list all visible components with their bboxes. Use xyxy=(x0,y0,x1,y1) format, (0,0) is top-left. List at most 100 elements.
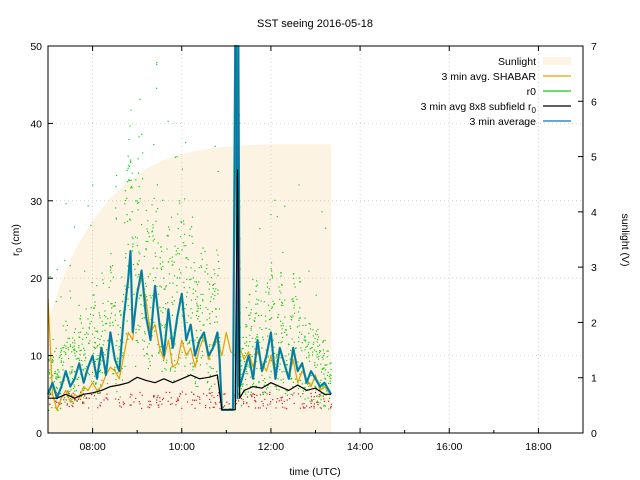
red-dot xyxy=(169,403,171,405)
r0-dot xyxy=(298,325,300,327)
r0-dot xyxy=(156,62,158,64)
r0-dot xyxy=(185,266,187,268)
r0-dot xyxy=(284,316,286,318)
r0-dot xyxy=(275,357,277,359)
r0-dot xyxy=(211,344,213,346)
r0-dot xyxy=(245,307,247,309)
r0-dot xyxy=(309,328,312,330)
r0-dot xyxy=(299,379,301,381)
r0-dot xyxy=(94,304,96,307)
r0-dot xyxy=(139,98,141,100)
r0-dot xyxy=(280,272,282,274)
x-tick-label: 16:00 xyxy=(436,441,462,453)
r0-dot xyxy=(271,275,273,277)
red-dot xyxy=(269,393,271,395)
r0-dot xyxy=(281,301,283,303)
r0-dot xyxy=(93,347,96,349)
r0-dot xyxy=(209,323,211,325)
r0-dot xyxy=(71,378,74,380)
red-dot xyxy=(76,400,78,402)
r0-dot xyxy=(84,367,86,370)
r0-dot xyxy=(196,304,198,306)
r0-dot xyxy=(138,251,140,253)
r0-dot xyxy=(214,290,216,292)
r0-dot xyxy=(309,348,311,350)
r0-dot xyxy=(199,304,202,307)
r0-dot xyxy=(141,317,143,319)
red-dot xyxy=(306,405,308,407)
r0-dot xyxy=(101,372,103,374)
r0-dot xyxy=(270,371,272,373)
r0-dot xyxy=(122,341,124,344)
r0-dot xyxy=(95,398,97,400)
r0-dot xyxy=(77,357,79,360)
r0-dot xyxy=(132,238,134,240)
r0-dot xyxy=(329,363,331,365)
r0-dot xyxy=(69,344,71,346)
r0-dot xyxy=(51,407,53,409)
r0-dot xyxy=(219,341,221,343)
r0-dot xyxy=(275,355,277,357)
r0-dot xyxy=(323,392,325,394)
red-dot xyxy=(256,394,258,396)
r0-dot xyxy=(216,321,218,323)
r0-dot xyxy=(268,310,271,312)
r0-dot xyxy=(87,372,89,374)
r0-dot xyxy=(113,373,115,375)
r0-dot xyxy=(78,345,80,347)
r0-dot xyxy=(292,381,294,383)
r0-dot xyxy=(153,238,155,240)
r0-dot xyxy=(101,379,103,381)
r0-dot xyxy=(58,356,60,359)
r0-dot xyxy=(305,346,307,348)
r0-dot xyxy=(214,283,216,285)
red-dot xyxy=(88,397,90,399)
r0-dot xyxy=(142,348,144,350)
red-dot xyxy=(303,403,305,405)
r0-dot xyxy=(212,284,214,286)
red-dot xyxy=(318,396,320,398)
r0-dot xyxy=(307,397,309,399)
r0-dot xyxy=(60,407,62,409)
r0-dot xyxy=(63,361,65,363)
r0-dot xyxy=(319,407,321,409)
x-tick-label: 14:00 xyxy=(347,441,373,453)
r0-dot xyxy=(91,371,93,373)
r0-dot xyxy=(93,375,96,377)
r0-dot xyxy=(272,339,274,341)
r0-dot xyxy=(131,185,133,188)
r0-dot xyxy=(74,348,76,350)
r0-dot xyxy=(280,320,282,322)
r0-dot xyxy=(285,329,287,331)
r0-dot xyxy=(202,293,204,295)
red-dot xyxy=(72,402,74,404)
r0-dot xyxy=(134,236,136,238)
r0-dot xyxy=(256,284,258,286)
r0-dot xyxy=(219,344,221,346)
r0-dot xyxy=(190,267,192,269)
r0-dot xyxy=(104,329,106,331)
red-dot xyxy=(55,400,57,402)
r0-dot xyxy=(188,342,190,344)
r0-dot xyxy=(184,198,186,200)
r0-dot xyxy=(54,370,56,373)
r0-dot xyxy=(169,370,171,372)
r0-dot xyxy=(78,332,80,334)
r0-dot xyxy=(254,317,256,319)
r0-dot xyxy=(116,391,118,393)
r0-dot xyxy=(312,354,314,356)
r0-dot xyxy=(320,379,322,381)
r0-dot xyxy=(74,371,76,373)
r0-dot xyxy=(212,293,214,295)
r0-dot xyxy=(153,144,155,146)
r0-dot xyxy=(121,367,123,370)
r0-dot xyxy=(293,312,296,314)
y2-tick-label: 4 xyxy=(591,207,597,219)
r0-dot xyxy=(79,359,81,361)
r0-dot xyxy=(313,398,315,401)
r0-dot xyxy=(66,396,69,398)
red-dot xyxy=(304,407,306,409)
r0-dot xyxy=(273,346,275,348)
r0-dot xyxy=(65,320,67,322)
legend-sub-subfield: 0 xyxy=(532,106,537,115)
